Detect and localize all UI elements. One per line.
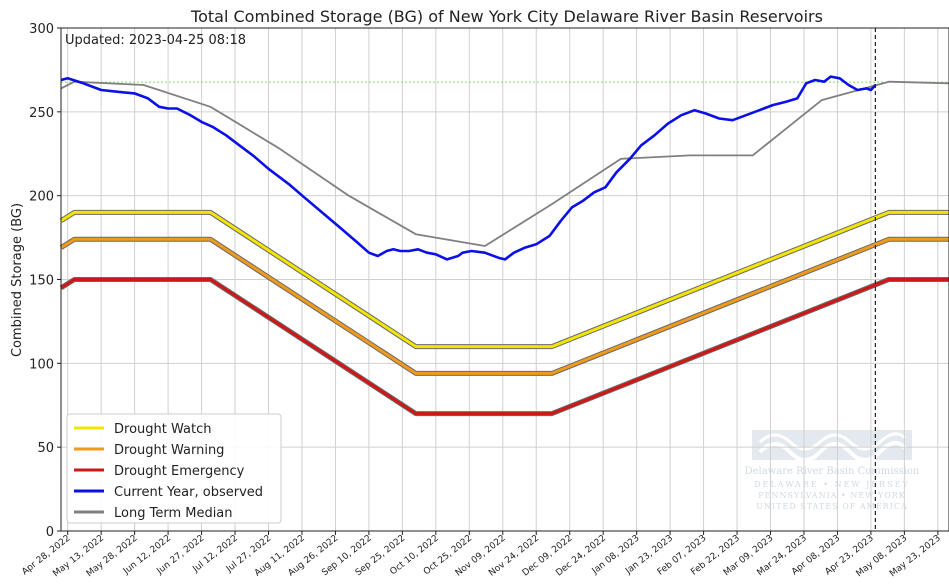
legend-label: Drought Emergency bbox=[114, 464, 245, 479]
series-group bbox=[59, 75, 949, 417]
legend-label: Drought Watch bbox=[114, 422, 211, 437]
drought-warning-line bbox=[60, 237, 949, 375]
legend-label: Long Term Median bbox=[114, 506, 233, 521]
legend-box bbox=[66, 413, 282, 524]
drbc-watermark-logo: Delaware River Basin Commission DELAWARE… bbox=[745, 430, 920, 511]
y-tick-label: 100 bbox=[29, 357, 54, 372]
y-tick-label: 250 bbox=[29, 106, 54, 121]
y-axis-label: Combined Storage (BG) bbox=[10, 203, 25, 357]
current-year-observed-line bbox=[60, 75, 877, 261]
legend-label: Drought Warning bbox=[114, 443, 224, 458]
watermark-org-name: Delaware River Basin Commission bbox=[745, 466, 920, 477]
drought-emergency-line bbox=[60, 278, 949, 416]
watermark-states-line3: UNITED STATES OF AMERICA bbox=[756, 502, 908, 511]
y-tick-label: 0 bbox=[46, 525, 54, 540]
y-tick-label: 300 bbox=[29, 22, 54, 37]
updated-timestamp: Updated: 2023-04-25 08:18 bbox=[65, 33, 246, 48]
watermark-states-line1: DELAWARE • NEW JERSEY bbox=[754, 480, 910, 489]
y-axis-ticks: 0 50 100 150 200 250 300 bbox=[29, 22, 61, 540]
y-tick-label: 150 bbox=[29, 274, 54, 289]
y-tick-label: 200 bbox=[29, 190, 54, 205]
chart-title: Total Combined Storage (BG) of New York … bbox=[190, 7, 823, 26]
y-tick-label: 50 bbox=[37, 441, 54, 456]
legend-label: Current Year, observed bbox=[114, 485, 263, 500]
drought-watch-line bbox=[60, 210, 949, 349]
long-term-median-line bbox=[60, 80, 949, 247]
legend: Drought Watch Drought Warning Drought Emer… bbox=[66, 413, 282, 524]
watermark-states-line2: PENNSYLVANIA • NEW YORK bbox=[758, 491, 906, 500]
